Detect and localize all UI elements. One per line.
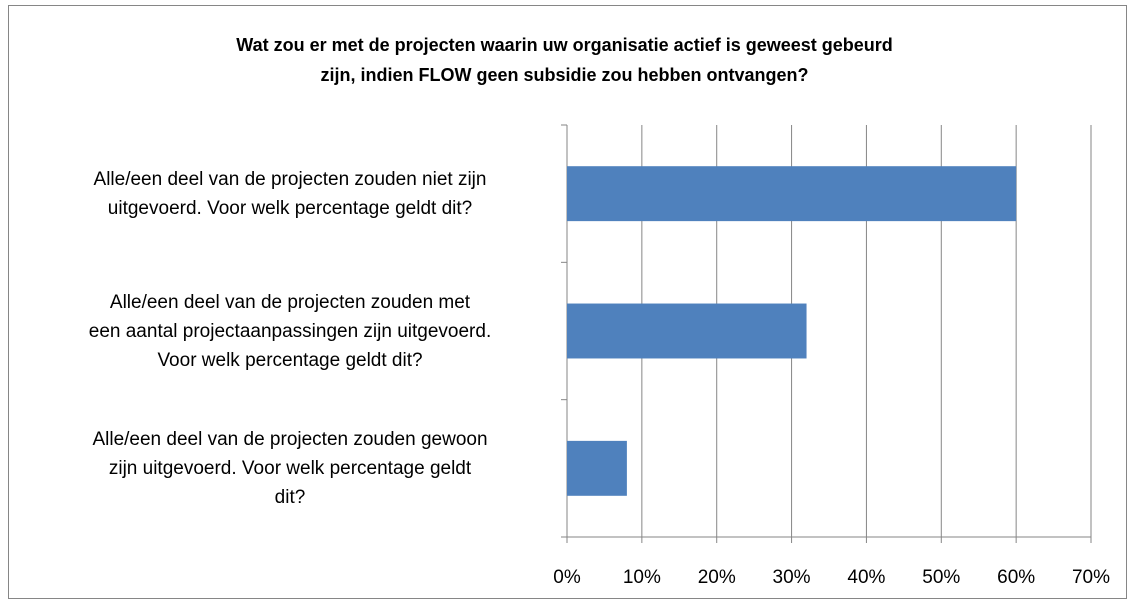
y-tick-label: Alle/een deel van de projecten zouden me… bbox=[88, 291, 492, 371]
x-tick-label: 40% bbox=[847, 567, 885, 588]
x-tick-label: 60% bbox=[997, 567, 1035, 588]
y-tick-label: Alle/een deel van de projecten zouden ge… bbox=[92, 428, 488, 508]
x-tick-label: 20% bbox=[698, 567, 736, 588]
chart-title: Wat zou er met de projecten waarin uw or… bbox=[236, 35, 893, 85]
x-tick-label: 0% bbox=[553, 567, 581, 588]
bar bbox=[567, 166, 1017, 222]
y-tick-label: Alle/een deel van de projecten zouden ni… bbox=[93, 168, 487, 219]
x-tick-label: 50% bbox=[922, 567, 960, 588]
bar bbox=[567, 440, 627, 496]
bar bbox=[567, 303, 807, 359]
x-tick-label: 30% bbox=[773, 567, 811, 588]
x-tick-label: 10% bbox=[623, 567, 661, 588]
chart-frame bbox=[8, 5, 1127, 599]
x-tick-label: 70% bbox=[1072, 567, 1110, 588]
